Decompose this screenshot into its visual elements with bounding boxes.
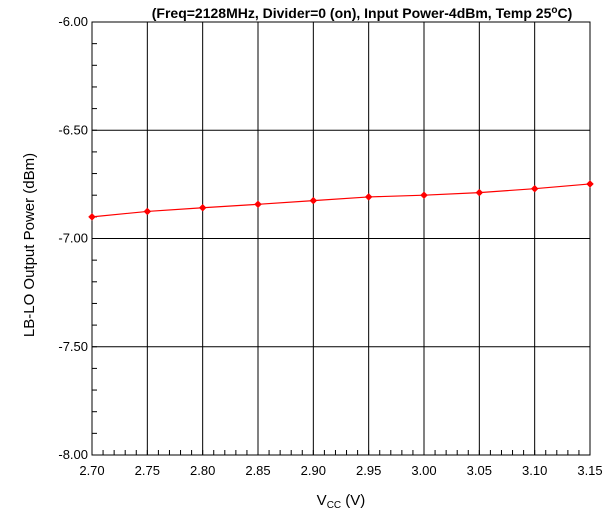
data-point xyxy=(88,212,96,221)
minor-ticks xyxy=(91,21,591,456)
y-tick-label: -7.00 xyxy=(58,231,88,246)
x-tick-label: 2.70 xyxy=(79,463,104,478)
x-tick-label: 2.95 xyxy=(356,463,381,478)
data-point xyxy=(309,196,318,205)
data-point xyxy=(198,203,207,212)
x-tick-labels: 2.70 2.75 2.80 2.85 2.90 2.95 3.00 3.05 3.10 3.15 xyxy=(79,463,602,478)
data-point xyxy=(475,188,484,197)
x-tick-label: 3.10 xyxy=(522,463,547,478)
x-tick-label: 2.90 xyxy=(301,463,326,478)
x-tick-label: 3.05 xyxy=(467,463,492,478)
data-point xyxy=(420,191,428,200)
x-tick-label: 2.80 xyxy=(190,463,215,478)
y-axis-title: LB-LO Output Power (dBm) xyxy=(21,153,38,337)
y-tick-label: -7.50 xyxy=(58,339,88,354)
x-axis-title: VCC (V) xyxy=(317,492,366,511)
y-tick-label: -8.00 xyxy=(58,447,88,462)
data-point xyxy=(254,200,262,209)
x-tick-label: 3.15 xyxy=(577,463,602,478)
data-point xyxy=(143,207,152,216)
data-point xyxy=(530,184,539,193)
series-line xyxy=(91,183,591,218)
x-tick-label: 3.00 xyxy=(411,463,436,478)
chart-title: (Freq=2128MHz, Divider=0 (on), Input Pow… xyxy=(152,5,573,21)
data-point xyxy=(586,180,594,188)
series-group xyxy=(88,180,594,221)
plot-area xyxy=(91,21,591,456)
y-tick-label: -6.00 xyxy=(58,14,88,29)
x-tick-label: 2.75 xyxy=(135,463,160,478)
grid-lines xyxy=(91,21,591,456)
y-tick-labels: -6.00 -6.50 -7.00 -7.50 -8.00 xyxy=(58,14,88,462)
y-tick-label: -6.50 xyxy=(58,122,88,137)
data-point xyxy=(364,193,373,201)
x-tick-label: 2.85 xyxy=(245,463,270,478)
